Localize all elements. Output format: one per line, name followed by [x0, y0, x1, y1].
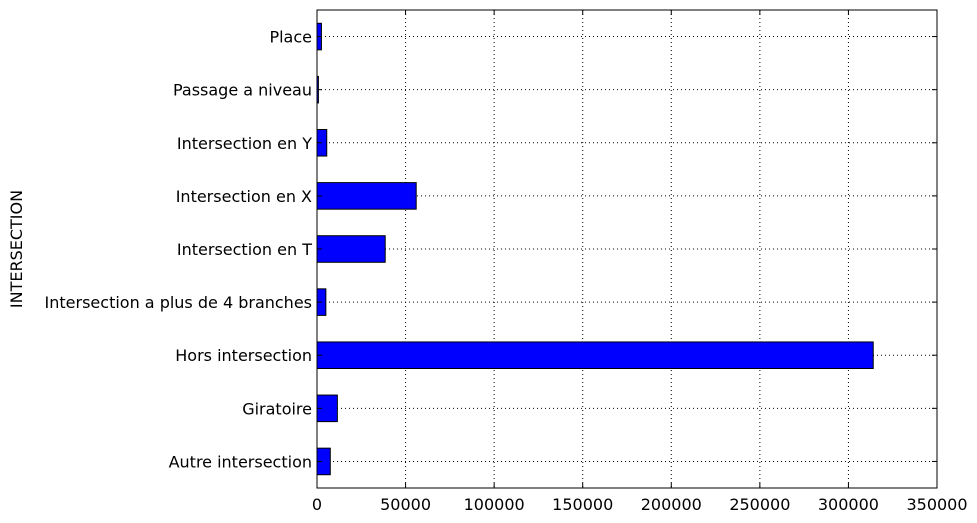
- x-tick-label: 100000: [464, 495, 525, 514]
- category-label: Intersection en Y: [177, 134, 312, 153]
- category-label: Intersection en X: [176, 187, 312, 206]
- x-tick-label: 0: [312, 495, 322, 514]
- x-tick-label: 250000: [729, 495, 790, 514]
- x-tick-label: 150000: [552, 495, 613, 514]
- grid-layer: [317, 10, 937, 488]
- labels-layer: 0 50000 100000 150000 200000 250000 300000 3500…: [45, 28, 968, 514]
- category-label: Passage a niveau: [173, 81, 312, 100]
- category-label: Giratoire: [242, 399, 312, 418]
- category-label: Autre intersection: [169, 452, 312, 471]
- y-axis-label: INTERSECTION: [7, 190, 26, 308]
- bar: [316, 341, 874, 370]
- ticks-layer: [316, 10, 938, 488]
- x-tick-label: 350000: [906, 495, 967, 514]
- bar: [316, 235, 386, 263]
- x-tick-label: 200000: [641, 495, 702, 514]
- category-label: Intersection a plus de 4 branches: [45, 293, 312, 312]
- x-tick-label: 300000: [818, 495, 879, 514]
- x-tick-label: 50000: [380, 495, 431, 514]
- category-label: Intersection en T: [177, 240, 312, 259]
- bar: [316, 182, 417, 210]
- category-label: Hors intersection: [175, 346, 312, 365]
- category-label: Place: [269, 28, 312, 47]
